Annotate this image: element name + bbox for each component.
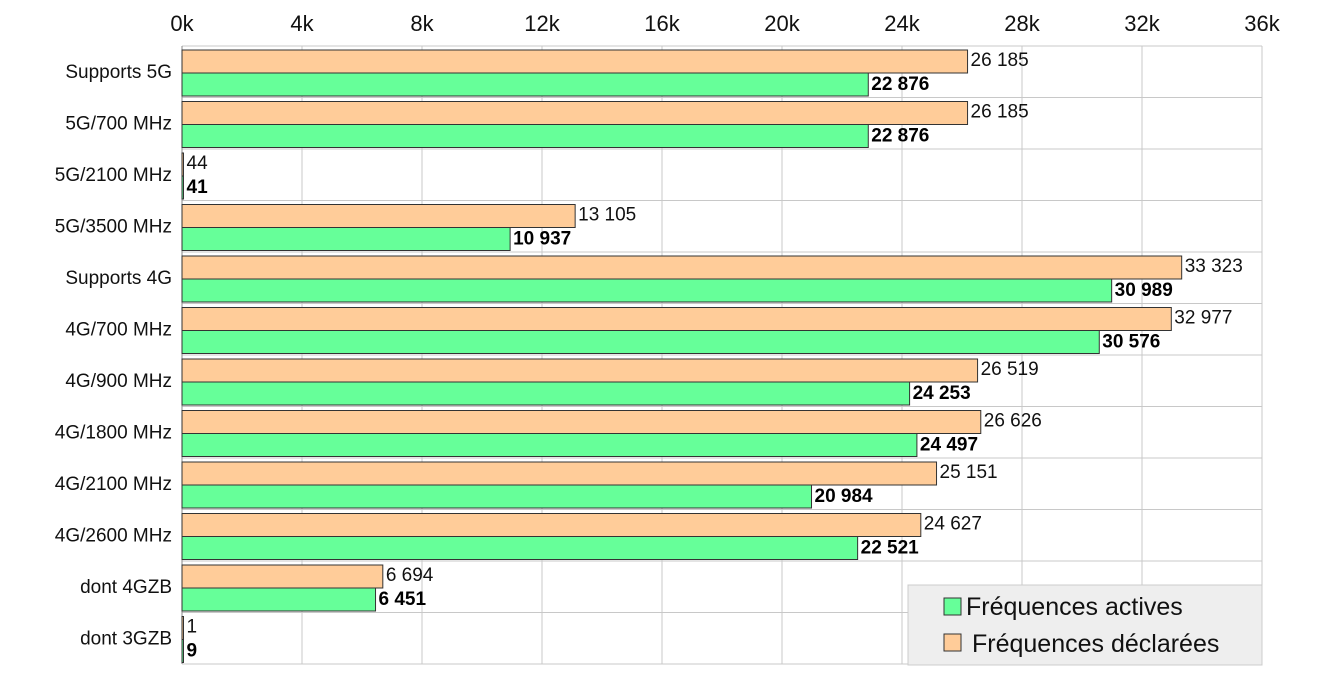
data-label-declarees: 33 323 <box>1185 256 1243 277</box>
data-label-actives: 9 <box>187 641 198 662</box>
data-label-declarees: 26 185 <box>971 50 1029 71</box>
bar-declarees <box>181 101 969 125</box>
x-tick-label: 0k <box>170 11 194 36</box>
bar-declarees <box>181 152 184 177</box>
legend: Fréquences actives Fréquences déclarées <box>907 584 1263 666</box>
x-tick-label: 8k <box>410 11 434 36</box>
legend-swatch-declarees <box>943 633 962 652</box>
data-label-actives: 22 521 <box>861 538 920 559</box>
bar-actives <box>181 278 1113 303</box>
bar-actives <box>181 587 377 612</box>
bar-declarees <box>181 513 922 537</box>
data-label-actives: 30 989 <box>1115 280 1173 301</box>
category-label: 4G/2600 MHz <box>55 525 172 546</box>
category-label: 4G/900 MHz <box>65 371 172 392</box>
category-label: 4G/1800 MHz <box>55 422 172 443</box>
data-label-declarees: 26 626 <box>984 411 1042 432</box>
bar-declarees <box>181 410 982 434</box>
category-label: 5G/700 MHz <box>65 113 172 134</box>
data-labels: 26 185 22 876 26 185 22 876 44 41 13 105 10 937… <box>187 50 1243 662</box>
category-label: dont 3GZB <box>80 628 172 649</box>
data-label-declarees: 25 151 <box>940 462 998 483</box>
bar-declarees <box>181 49 969 74</box>
x-tick-label: 24k <box>884 11 920 36</box>
data-label-actives: 6 451 <box>379 589 427 610</box>
legend-label-actives: Fréquences actives <box>966 593 1183 621</box>
bar-actives <box>181 639 184 663</box>
data-label-declarees: 13 105 <box>578 205 636 226</box>
bar-actives <box>181 72 869 97</box>
data-label-actives: 24 253 <box>913 383 971 404</box>
category-label: 4G/2100 MHz <box>55 474 172 495</box>
bar-actives <box>181 433 918 457</box>
bar-actives <box>181 381 911 406</box>
legend-box <box>907 584 1263 666</box>
bar-declarees <box>181 255 1183 280</box>
data-label-actives: 22 876 <box>871 126 929 147</box>
bar-declarees <box>181 204 576 228</box>
bar-declarees <box>181 461 938 486</box>
data-label-declarees: 24 627 <box>924 514 982 535</box>
bar-declarees <box>181 616 184 640</box>
category-label: 4G/700 MHz <box>65 319 172 340</box>
data-label-actives: 30 576 <box>1102 332 1160 353</box>
data-label-declarees: 6 694 <box>386 565 434 586</box>
data-label-declarees: 26 519 <box>981 359 1039 380</box>
category-label: 5G/2100 MHz <box>55 165 172 186</box>
bar-actives <box>181 536 859 560</box>
data-label-actives: 20 984 <box>815 486 874 507</box>
x-tick-label: 32k <box>1124 11 1160 36</box>
bar-actives <box>181 330 1100 354</box>
category-label: dont 4GZB <box>80 577 172 598</box>
x-tick-label: 16k <box>644 11 680 36</box>
x-tick-label: 12k <box>524 11 560 36</box>
legend-label-declarees: Fréquences déclarées <box>972 630 1219 658</box>
x-tick-label: 28k <box>1004 11 1040 36</box>
x-tick-label: 4k <box>290 11 314 36</box>
data-label-actives: 10 937 <box>513 229 571 250</box>
category-labels: Supports 5G 5G/700 MHz 5G/2100 MHz 5G/3500 … <box>55 62 172 650</box>
category-label: Supports 4G <box>65 268 172 289</box>
data-label-actives: 41 <box>187 177 209 198</box>
bar-declarees <box>181 307 1172 331</box>
data-label-declarees: 44 <box>187 153 209 174</box>
x-tick-label: 20k <box>764 11 800 36</box>
legend-swatch-actives <box>943 597 962 616</box>
bars <box>181 49 1183 663</box>
bar-actives <box>181 175 184 200</box>
x-axis-ticks: 0k 4k 8k 12k 16k 20k 24k 28k 32k 36k <box>170 11 1280 36</box>
bar-actives <box>181 227 511 251</box>
bar-actives <box>181 124 869 148</box>
bar-actives <box>181 484 813 509</box>
x-tick-label: 36k <box>1244 11 1280 36</box>
bar-declarees <box>181 564 384 589</box>
data-label-declarees: 1 <box>187 617 198 638</box>
bar-declarees <box>181 358 979 383</box>
data-label-declarees: 32 977 <box>1174 308 1232 329</box>
category-label: 5G/3500 MHz <box>55 216 172 237</box>
data-label-declarees: 26 185 <box>971 102 1029 123</box>
data-label-actives: 24 497 <box>920 435 978 456</box>
category-label: Supports 5G <box>65 62 172 83</box>
data-label-actives: 22 876 <box>871 74 929 95</box>
